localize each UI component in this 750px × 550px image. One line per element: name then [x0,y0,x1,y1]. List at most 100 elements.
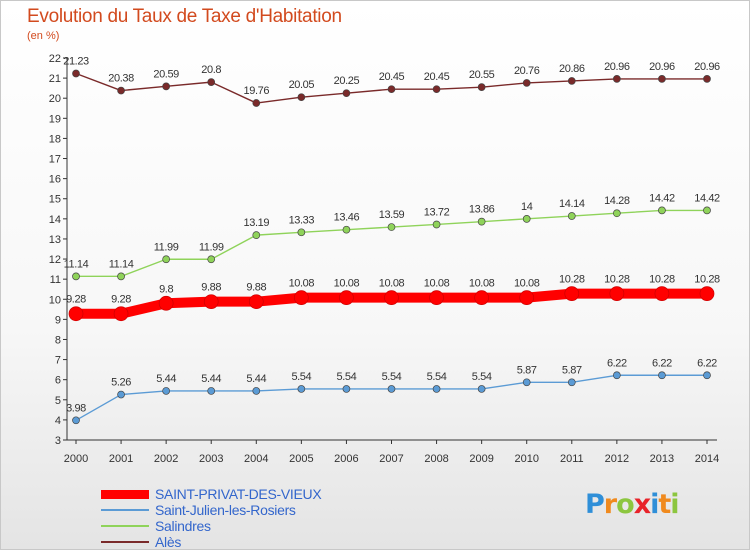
data-point [117,390,125,399]
data-point [252,231,261,239]
data-point [342,89,351,98]
data-label: 5.54 [291,371,311,383]
data-label: 10.28 [559,274,585,286]
y-tick-label: 11 [50,274,61,286]
x-tick-label: 2010 [514,453,538,465]
data-point [703,75,711,83]
y-tick-label: 16 [49,174,61,186]
data-point [613,75,621,83]
y-tick-label: 4 [55,415,61,427]
legend-label: SAINT-PRIVAT-DES-VIEUX [155,486,322,502]
data-label: 5.54 [472,371,492,383]
y-tick-label: 17 [49,154,61,166]
data-label: 20.96 [649,61,675,73]
data-label: 5.87 [562,364,582,376]
data-label: 10.08 [514,278,540,290]
data-label: 13.59 [379,209,405,221]
data-label: 20.8 [201,64,221,76]
legend-swatch [101,525,149,527]
data-point [477,217,486,226]
x-tick-label: 2011 [560,453,584,465]
data-label: 20.76 [514,65,540,77]
data-label: 19.76 [244,85,270,97]
data-point [432,220,441,229]
data-point [72,69,80,78]
y-tick-label: 13 [49,234,61,246]
y-tick-label: 19 [49,113,61,125]
data-label: 20.25 [334,75,360,87]
data-point [567,378,576,387]
y-tick-label: 6 [55,375,61,387]
data-point [654,286,670,301]
data-point [248,294,264,310]
data-label: 6.22 [652,357,672,369]
y-tick-label: 5 [55,395,61,407]
legend-swatch [101,489,149,499]
data-label: 20.38 [108,73,134,85]
data-point [162,387,170,395]
y-tick-label: 21 [49,73,61,85]
data-label: 20.96 [694,61,720,73]
data-point [207,255,216,264]
data-point [609,286,625,301]
data-label: 20.59 [153,68,179,80]
data-label: 5.44 [156,373,176,385]
data-label: 5.44 [201,373,221,385]
data-label: 9.28 [66,294,86,306]
data-label: 9.28 [111,294,131,306]
legend-label: Alès [155,534,182,550]
y-tick-label: 12 [49,254,61,266]
data-point [203,294,219,310]
data-point [613,209,621,218]
data-label: 11.99 [199,241,224,253]
data-point [567,77,576,85]
data-label: 13.19 [244,217,270,229]
data-label: 14.42 [694,192,720,204]
logo-letter: i [650,489,659,520]
data-label: 3.98 [66,402,86,414]
data-point [297,228,306,237]
y-axis-unit: (en %) [27,30,60,42]
data-label: 14 [521,201,533,213]
data-point [432,85,441,94]
data-label: 10.08 [289,278,315,290]
data-label: 5.54 [337,371,357,383]
x-tick-label: 2002 [154,453,178,465]
data-label: 10.08 [379,278,405,290]
data-point [252,387,261,395]
data-label: 14.14 [559,198,585,210]
data-label: 9.88 [201,282,221,294]
data-point [699,286,715,301]
data-point [658,206,666,215]
data-label: 21.23 [63,55,89,67]
data-label: 11.14 [64,258,89,270]
data-point [387,385,396,393]
data-point [658,75,666,83]
x-tick-label: 2000 [64,453,88,465]
data-point [207,387,216,395]
data-point [387,85,396,94]
data-point [207,78,216,86]
data-label: 11.99 [154,241,179,253]
logo-letter: o [616,489,635,520]
legend-item: Salindres [101,518,321,534]
data-label: 10.28 [694,274,720,286]
x-tick-label: 2001 [109,453,133,465]
data-label: 5.54 [382,371,402,383]
data-point [342,225,351,234]
data-point [522,79,531,87]
data-point [613,371,621,380]
data-point [477,385,486,393]
data-point [519,290,535,306]
data-label: 5.87 [517,364,537,376]
logo-letter: t [658,489,671,520]
data-label: 20.05 [289,79,315,91]
x-tick-label: 2007 [379,453,403,465]
y-tick-label: 10 [49,294,61,306]
data-point [339,290,354,306]
x-tick-label: 2009 [469,453,493,465]
data-point [252,99,261,107]
data-point [68,306,84,322]
data-label: 13.72 [424,206,450,218]
